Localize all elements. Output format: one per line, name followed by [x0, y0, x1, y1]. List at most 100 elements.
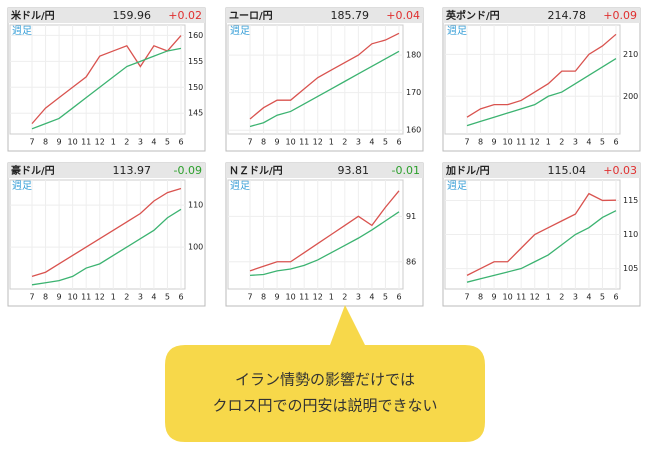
- series-line: [31, 187, 182, 278]
- x-tick-label: 11: [516, 293, 526, 302]
- callout-text: イラン情勢の影響だけでは: [235, 371, 415, 389]
- x-tick-label: 2: [342, 293, 347, 302]
- x-tick-label: 7: [29, 138, 34, 147]
- panel-header: [226, 8, 423, 23]
- y-tick-label: 150: [188, 83, 203, 92]
- period-label: 週足: [447, 180, 467, 192]
- x-tick-label: 7: [464, 293, 469, 302]
- price: 214.78: [548, 9, 587, 22]
- x-tick-label: 4: [151, 293, 156, 302]
- y-tick-label: 86: [406, 257, 416, 266]
- x-tick-label: 4: [586, 293, 591, 302]
- x-tick-label: 8: [43, 293, 48, 302]
- x-tick-label: 8: [261, 293, 266, 302]
- x-tick-label: 3: [138, 138, 143, 147]
- callout-text: クロス円での円安は説明できない: [212, 397, 437, 415]
- x-tick-label: 10: [286, 293, 296, 302]
- y-tick-label: 110: [623, 230, 638, 239]
- series-line: [466, 210, 617, 283]
- x-tick-label: 10: [503, 293, 513, 302]
- series-line: [31, 35, 182, 125]
- x-tick-label: 2: [559, 293, 564, 302]
- x-tick-label: 3: [573, 293, 578, 302]
- x-tick-label: 3: [573, 138, 578, 147]
- change: +0.09: [603, 9, 637, 22]
- series-line: [466, 57, 617, 127]
- x-tick-label: 10: [68, 293, 78, 302]
- x-tick-label: 6: [613, 293, 618, 302]
- panel-header: [8, 163, 205, 178]
- series-line: [466, 33, 617, 118]
- series-line: [249, 190, 400, 272]
- x-tick-label: 5: [383, 138, 388, 147]
- x-tick-label: 5: [600, 293, 605, 302]
- period-label: 週足: [447, 25, 467, 37]
- price: 115.04: [548, 164, 587, 177]
- y-tick-label: 160: [188, 31, 203, 40]
- price: 113.97: [113, 164, 152, 177]
- series-line: [31, 47, 182, 130]
- series-line: [249, 211, 400, 277]
- y-tick-label: 105: [623, 264, 638, 273]
- plot-area: [227, 179, 404, 290]
- x-tick-label: 4: [369, 138, 374, 147]
- x-tick-label: 6: [396, 138, 401, 147]
- x-tick-label: 11: [81, 138, 91, 147]
- x-tick-label: 11: [299, 138, 309, 147]
- panel-header: [226, 163, 423, 178]
- x-tick-label: 5: [165, 293, 170, 302]
- x-tick-label: 2: [559, 138, 564, 147]
- x-tick-label: 3: [356, 293, 361, 302]
- y-tick-label: 160: [406, 126, 421, 135]
- x-tick-label: 1: [546, 138, 551, 147]
- x-tick-label: 6: [178, 138, 183, 147]
- x-tick-label: 12: [313, 138, 323, 147]
- x-tick-label: 1: [546, 293, 551, 302]
- panel-header: [8, 8, 205, 23]
- x-tick-label: 12: [530, 138, 540, 147]
- x-tick-label: 12: [313, 293, 323, 302]
- x-tick-label: 11: [516, 138, 526, 147]
- x-tick-label: 4: [151, 138, 156, 147]
- y-tick-label: 91: [406, 212, 416, 221]
- series-line: [466, 192, 617, 276]
- x-tick-label: 6: [613, 138, 618, 147]
- series-line: [31, 208, 182, 286]
- x-tick-label: 3: [138, 293, 143, 302]
- x-tick-label: 2: [124, 293, 129, 302]
- x-tick-label: 6: [178, 293, 183, 302]
- x-tick-label: 5: [600, 138, 605, 147]
- panel-header: [443, 163, 640, 178]
- x-tick-label: 9: [275, 293, 280, 302]
- chart-title: ユーロ/円: [229, 10, 273, 22]
- plot-area: [444, 24, 621, 135]
- period-label: 週足: [230, 180, 250, 192]
- plot-area: [9, 179, 186, 290]
- x-tick-label: 2: [342, 138, 347, 147]
- y-tick-label: 145: [188, 109, 203, 118]
- x-tick-label: 6: [396, 293, 401, 302]
- y-tick-label: 180: [406, 51, 421, 60]
- x-tick-label: 10: [286, 138, 296, 147]
- x-tick-label: 4: [369, 293, 374, 302]
- x-tick-label: 8: [478, 293, 483, 302]
- series-line: [249, 50, 400, 128]
- chart-title: 米ドル/円: [11, 9, 55, 22]
- x-tick-label: 10: [68, 138, 78, 147]
- change: -0.01: [392, 164, 420, 177]
- x-tick-label: 4: [586, 138, 591, 147]
- x-tick-label: 7: [247, 293, 252, 302]
- plot-area: [9, 24, 186, 135]
- x-tick-label: 7: [29, 293, 34, 302]
- change: +0.03: [603, 164, 637, 177]
- x-tick-label: 5: [165, 138, 170, 147]
- x-tick-label: 9: [492, 293, 497, 302]
- y-tick-label: 110: [188, 201, 203, 210]
- y-tick-label: 170: [406, 88, 421, 97]
